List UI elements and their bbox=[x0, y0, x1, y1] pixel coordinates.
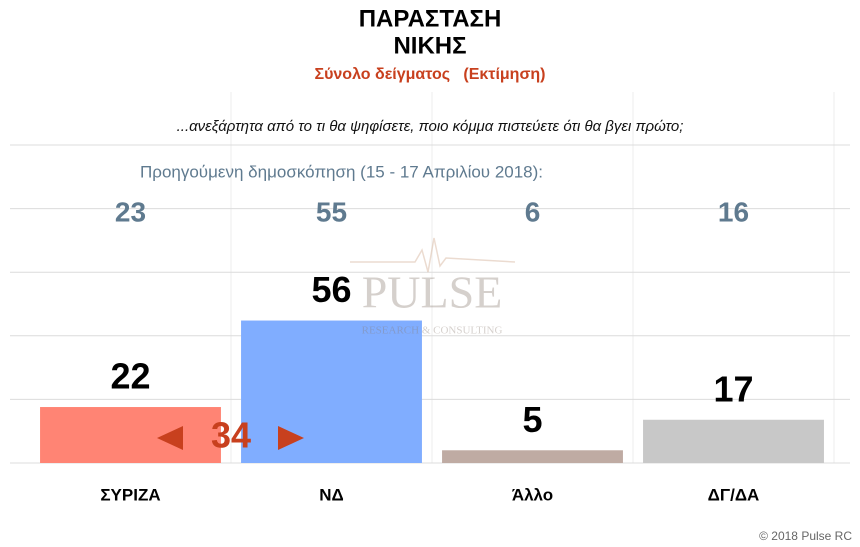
data-label: 17 bbox=[713, 368, 753, 409]
chart-title: ΝΙΚΗΣ bbox=[393, 32, 466, 59]
x-tick-label: ΝΔ bbox=[319, 485, 344, 504]
bar bbox=[241, 320, 422, 463]
watermark: PULSE RESEARCH & CONSULTING bbox=[350, 237, 516, 337]
data-label: 56 bbox=[311, 269, 351, 310]
previous-value: 16 bbox=[718, 196, 749, 227]
watermark-line bbox=[350, 237, 516, 273]
data-label: 22 bbox=[110, 356, 150, 397]
arrow-right bbox=[278, 426, 304, 450]
bar bbox=[40, 407, 221, 463]
data-label: 5 bbox=[522, 399, 542, 440]
x-tick-label: ΣΥΡΙΖΑ bbox=[100, 485, 160, 504]
bar bbox=[643, 419, 824, 463]
previous-value: 23 bbox=[115, 196, 146, 227]
watermark-name: PULSE bbox=[362, 267, 503, 318]
previous-label: Προηγούμενη δημοσκόπηση (15 - 17 Απριλίο… bbox=[140, 162, 543, 181]
previous-value: 55 bbox=[316, 196, 347, 227]
x-tick-label: Άλλο bbox=[512, 485, 553, 504]
previous-value: 6 bbox=[525, 196, 541, 227]
bar bbox=[442, 450, 623, 463]
gap-annotation: 34 bbox=[211, 415, 251, 456]
question: ...ανεξάρτητα από το τι θα ψηφίσετε, ποι… bbox=[177, 118, 684, 135]
chart-title: ΠΑΡΑΣΤΑΣΗ bbox=[359, 5, 502, 32]
chart-subtitle: Σύνολο δείγματος (Εκτίμηση) bbox=[314, 66, 545, 83]
arrow-left bbox=[157, 426, 183, 450]
copyright: © 2018 Pulse RC bbox=[759, 529, 852, 543]
x-tick-label: ΔΓ/ΔΑ bbox=[708, 485, 760, 504]
watermark-tagline: RESEARCH & CONSULTING bbox=[362, 325, 503, 337]
